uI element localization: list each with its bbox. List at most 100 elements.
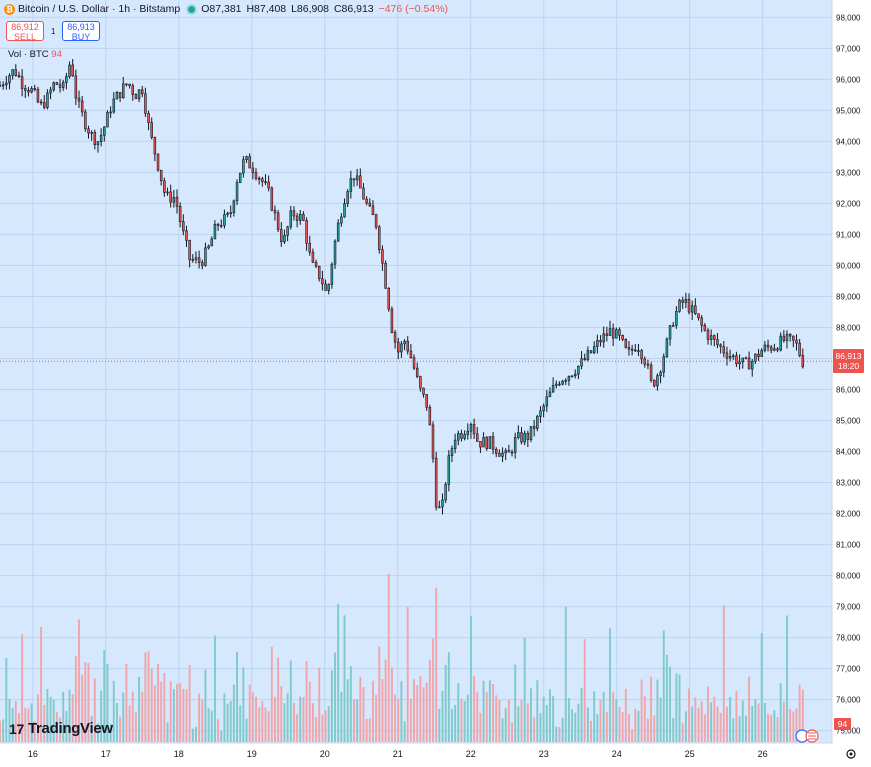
candle-body <box>551 385 555 393</box>
candle-body <box>61 82 65 88</box>
candle-body <box>649 364 653 381</box>
sell-button[interactable]: 86,912 SELL <box>6 21 44 41</box>
candle-body <box>709 335 713 340</box>
candle-body <box>103 126 106 136</box>
candle-body <box>396 341 400 353</box>
volume-bar <box>220 731 223 742</box>
candle-body <box>118 92 122 98</box>
candle-body <box>232 200 236 213</box>
candle-body <box>390 308 394 333</box>
volume-bar <box>21 634 24 742</box>
candle-body <box>314 262 318 267</box>
change-value: −476 (−0.54%) <box>378 3 449 15</box>
volume-bar <box>517 706 520 742</box>
candle-body <box>463 434 466 439</box>
volume-bar <box>182 688 185 742</box>
candle-body <box>219 225 223 227</box>
candle-body <box>444 484 447 501</box>
open-value: O87,381 <box>201 3 242 15</box>
candle-body <box>317 265 321 280</box>
symbol-title[interactable]: Bitcoin / U.S. Dollar · 1h · Bitstamp <box>18 3 181 15</box>
y-tick-label: 80,000 <box>836 572 861 581</box>
candle-body <box>216 224 220 226</box>
candle-body <box>11 69 14 76</box>
candle-body <box>713 335 716 340</box>
volume-bar <box>368 718 371 742</box>
candle-body <box>112 98 116 113</box>
volume-bar <box>413 679 415 742</box>
candle-body <box>773 348 776 351</box>
volume-bar <box>485 692 488 742</box>
volume-bar <box>179 683 182 742</box>
volume-bar <box>612 692 615 742</box>
candle-body <box>0 85 2 87</box>
candle-body <box>545 396 549 407</box>
candle-body <box>491 436 495 450</box>
candle-body <box>147 113 150 123</box>
candle-body <box>257 178 261 180</box>
candle-body <box>494 448 498 454</box>
volume-bar <box>539 713 542 742</box>
settings-gear-icon[interactable] <box>846 749 856 759</box>
volume-label: Vol · BTC <box>8 49 49 60</box>
volume-bar <box>466 694 469 742</box>
volume-bar <box>697 707 700 742</box>
volume-bar <box>18 712 20 742</box>
volume-bar <box>204 669 207 742</box>
candle-body <box>690 305 694 313</box>
candle-body <box>194 257 198 260</box>
candle-body <box>694 305 697 314</box>
volume-bar <box>473 675 476 742</box>
candle-body <box>55 82 59 85</box>
volume-bar <box>71 694 74 742</box>
volume-bar <box>353 699 355 742</box>
volume-bar <box>131 691 134 742</box>
volume-bar <box>33 721 36 742</box>
candle-body <box>406 340 409 352</box>
y-tick-label: 94,000 <box>836 137 861 146</box>
volume-bar <box>315 716 318 742</box>
candle-body <box>602 333 605 343</box>
candle-body <box>510 451 514 454</box>
volume-bar <box>444 664 447 742</box>
candle-body <box>384 263 387 289</box>
grid <box>0 0 832 743</box>
candle-body <box>596 340 599 347</box>
candle-body <box>453 439 457 449</box>
candle-body <box>106 112 109 128</box>
volume-bar <box>311 703 314 742</box>
volume-bar <box>365 718 368 742</box>
y-tick-label: 81,000 <box>836 541 861 550</box>
candle-body <box>166 191 169 194</box>
candle-body <box>668 325 672 340</box>
volume-bar <box>501 718 504 742</box>
candle-body <box>238 172 242 183</box>
volume-bar <box>397 698 400 742</box>
volume-bar <box>359 676 362 742</box>
candle-body <box>656 375 659 387</box>
volume-bar <box>97 723 99 742</box>
candle-body <box>640 350 643 360</box>
tradingview-logo[interactable]: 17 TradingView <box>9 720 113 737</box>
candle-body <box>330 263 334 285</box>
volume-bar <box>631 729 634 742</box>
buy-button[interactable]: 86,913 BUY <box>62 21 100 41</box>
candle-body <box>210 238 214 247</box>
candle-body <box>646 363 650 366</box>
flag-icon[interactable] <box>795 729 819 743</box>
candle-body <box>30 88 33 93</box>
volume-bar <box>422 687 425 742</box>
buy-label: BUY <box>71 31 91 42</box>
volume-bar <box>166 722 169 742</box>
y-tick-label: 89,000 <box>836 292 861 301</box>
candle-body <box>311 251 315 263</box>
volume-bar <box>255 696 257 742</box>
volume-bar <box>732 718 735 742</box>
candle-body <box>637 350 640 352</box>
volume-bar <box>226 703 229 742</box>
volume-bar <box>542 696 545 742</box>
candle-body <box>536 416 539 429</box>
volume-bar <box>457 683 460 742</box>
volume-bar <box>779 683 782 742</box>
